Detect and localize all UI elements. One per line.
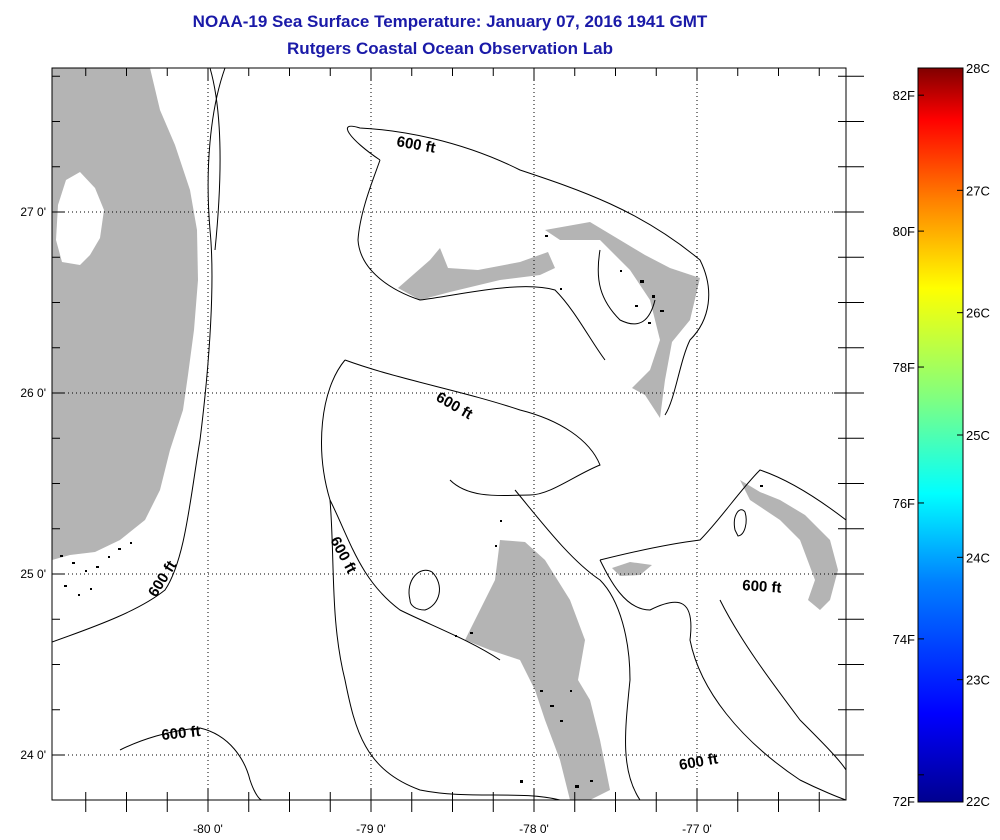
graticule	[52, 68, 846, 800]
colorbar-fahrenheit-label: 78F	[893, 360, 915, 375]
colorbar-celsius-label: 25C	[966, 428, 990, 443]
contour-label: 600 ft	[742, 577, 782, 597]
lon-tick-label: -79 0'	[356, 822, 386, 836]
lat-tick-label: 25 0'	[20, 567, 46, 581]
contour-labels: 600 ft 600 ft 600 ft 600 ft 600 ft 600 f…	[145, 133, 719, 774]
florida-land	[52, 68, 198, 560]
grand-bahama-land	[398, 248, 555, 300]
eleuthera-land	[740, 480, 838, 610]
contour-label: 600 ft	[678, 750, 720, 774]
colorbar-celsius-label: 23C	[966, 673, 990, 688]
colorbar-fahrenheit-label: 80F	[893, 224, 915, 239]
lat-tick-label: 24 0'	[20, 748, 46, 762]
colorbar-fahrenheit-label: 76F	[893, 496, 915, 511]
contour-label: 600 ft	[326, 534, 359, 577]
contour-label: 600 ft	[395, 133, 437, 157]
andros-land	[465, 540, 610, 800]
lon-tick-label: -78 0'	[519, 822, 549, 836]
map-frame	[51, 67, 847, 801]
lon-tick-label: -77 0'	[682, 822, 712, 836]
map-tick-labels: 27 0' 26 0' 25 0' 24 0' -80 0' -79 0' -78 0' -7…	[20, 205, 711, 836]
colorbar-ticks	[918, 67, 963, 803]
map-subtitle: Rutgers Coastal Ocean Observation Lab	[287, 39, 613, 58]
map-ticks	[52, 68, 864, 812]
isobath-600ft	[52, 68, 846, 800]
contour-label: 600 ft	[433, 389, 475, 423]
map-title: NOAA-19 Sea Surface Temperature: January…	[192, 12, 708, 31]
lat-tick-label: 26 0'	[20, 386, 46, 400]
colorbar-fahrenheit-label: 72F	[893, 794, 915, 809]
colorbar-celsius-label: 27C	[966, 183, 990, 198]
contour-label: 600 ft	[145, 558, 180, 600]
colorbar-fahrenheit-label: 82F	[893, 88, 915, 103]
colorbar-labels: 28C 27C 26C 25C 24C 23C 22C 82F 80F 78F 76F 74F 72F	[893, 61, 990, 809]
colorbar	[917, 67, 964, 803]
colorbar-celsius-label: 22C	[966, 794, 990, 809]
contour-label: 600 ft	[161, 723, 202, 744]
colorbar-fahrenheit-label: 74F	[893, 632, 915, 647]
coastline-detail	[455, 235, 763, 788]
lake-okeechobee	[56, 172, 104, 265]
colorbar-celsius-label: 28C	[966, 61, 990, 76]
colorbar-celsius-label: 24C	[966, 550, 990, 565]
abaco-land	[545, 222, 700, 418]
colorbar-celsius-label: 26C	[966, 306, 990, 321]
lat-tick-label: 27 0'	[20, 205, 46, 219]
new-providence-land	[612, 562, 652, 576]
keys-islands	[60, 542, 132, 596]
lon-tick-label: -80 0'	[193, 822, 223, 836]
